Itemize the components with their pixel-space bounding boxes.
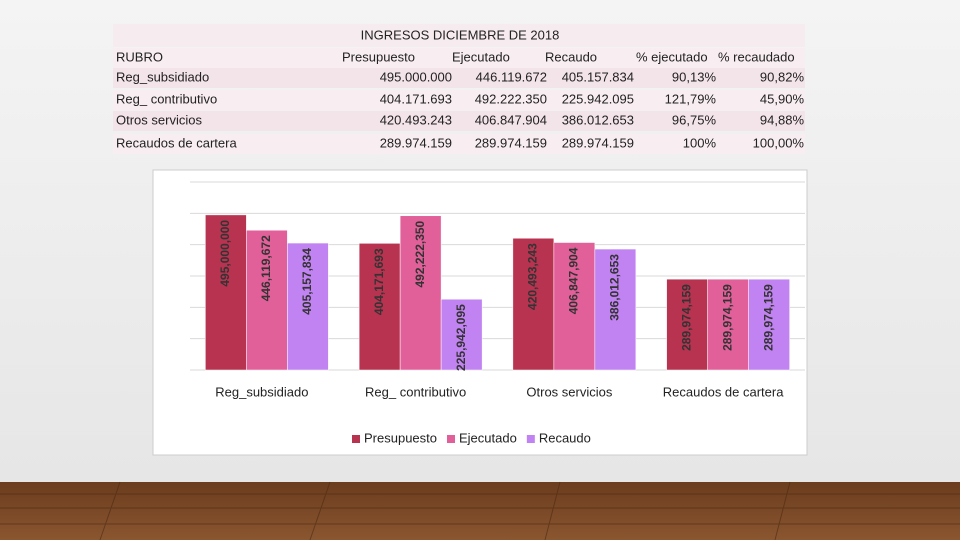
- table-cell: 404.171.693: [380, 91, 452, 106]
- table-cell: Otros servicios: [116, 112, 202, 127]
- table-row-bg: [113, 90, 805, 110]
- table-cell: 289.974.159: [380, 135, 452, 150]
- legend-swatch: [447, 435, 455, 443]
- table-cell: 100,00%: [753, 135, 805, 150]
- bar: [399, 215, 442, 371]
- table-header: % ejecutado: [636, 49, 708, 64]
- bar: [666, 278, 708, 371]
- value-label: 404,171,693: [372, 248, 386, 315]
- table-header: % recaudado: [718, 49, 795, 64]
- table-cell: 386.012.653: [562, 112, 634, 127]
- value-label: 492,222,350: [413, 220, 427, 287]
- table-cell: Reg_ contributivo: [116, 91, 217, 106]
- table-cell: 420.493.243: [380, 112, 452, 127]
- table-cell: 96,75%: [672, 112, 717, 127]
- table-header: Recaudo: [545, 49, 597, 64]
- table-cell: Reg_subsidiado: [116, 69, 209, 84]
- bar: [440, 298, 483, 371]
- value-label: 420,493,243: [526, 243, 540, 310]
- bar: [358, 243, 401, 371]
- table-row-bg: [113, 48, 805, 68]
- table-cell: 90,13%: [672, 69, 717, 84]
- bar: [287, 242, 329, 371]
- table-title-bg: [113, 24, 805, 47]
- value-label: 289,974,159: [761, 284, 775, 351]
- value-label: 446,119,672: [259, 235, 273, 301]
- table-title: INGRESOS DICIEMBRE DE 2018: [361, 27, 560, 42]
- x-tick-label: Recaudos de cartera: [663, 384, 784, 399]
- bar: [748, 278, 790, 371]
- table-cell: 100%: [683, 135, 717, 150]
- table-cell: 289.974.159: [475, 135, 547, 150]
- bar: [553, 242, 596, 371]
- table-cell: 446.119.672: [476, 69, 547, 84]
- x-tick-label: Reg_subsidiado: [215, 384, 308, 399]
- legend-swatch: [352, 435, 360, 443]
- table-cell: 94,88%: [760, 112, 805, 127]
- table-cell: 90,82%: [760, 69, 805, 84]
- table-header: Presupuesto: [342, 49, 415, 64]
- table-row-bg: [113, 68, 805, 88]
- table-cell: 121,79%: [665, 91, 717, 106]
- table-row-bg: [113, 134, 805, 154]
- floor-planks: [0, 481, 960, 541]
- legend-label: Presupuesto: [364, 430, 437, 445]
- table-cell: 495.000.000: [380, 69, 452, 84]
- x-tick-label: Otros servicios: [526, 384, 612, 399]
- x-tick-label: Reg_ contributivo: [365, 384, 466, 399]
- table-header: Ejecutado: [452, 49, 510, 64]
- floor: [0, 482, 960, 540]
- table-cell: Recaudos de cartera: [116, 135, 237, 150]
- table-cell: 45,90%: [760, 91, 805, 106]
- table-cell: 289.974.159: [562, 135, 634, 150]
- table-cell: 225.942.095: [562, 91, 634, 106]
- value-label: 289,974,159: [679, 284, 693, 351]
- bar: [707, 278, 749, 371]
- legend-label: Ejecutado: [459, 430, 517, 445]
- value-label: 495,000,000: [218, 220, 232, 287]
- legend-label: Recaudo: [539, 430, 591, 445]
- legend-swatch: [526, 435, 535, 443]
- bar: [246, 229, 288, 371]
- table-cell: 492.222.350: [475, 91, 547, 106]
- table-header: RUBRO: [116, 49, 163, 64]
- value-label: 225,942,095: [454, 304, 468, 371]
- value-label: 289,974,159: [720, 284, 734, 351]
- value-label: 405,157,834: [300, 248, 314, 315]
- bar: [205, 214, 247, 371]
- table-cell: 406.847.904: [475, 112, 547, 127]
- value-label: 406,847,904: [567, 247, 581, 314]
- bar: [594, 248, 637, 371]
- table-row-bg: [113, 111, 805, 131]
- value-label: 386,012,653: [608, 254, 622, 321]
- table-cell: 405.157.834: [562, 69, 634, 84]
- bar: [512, 237, 555, 371]
